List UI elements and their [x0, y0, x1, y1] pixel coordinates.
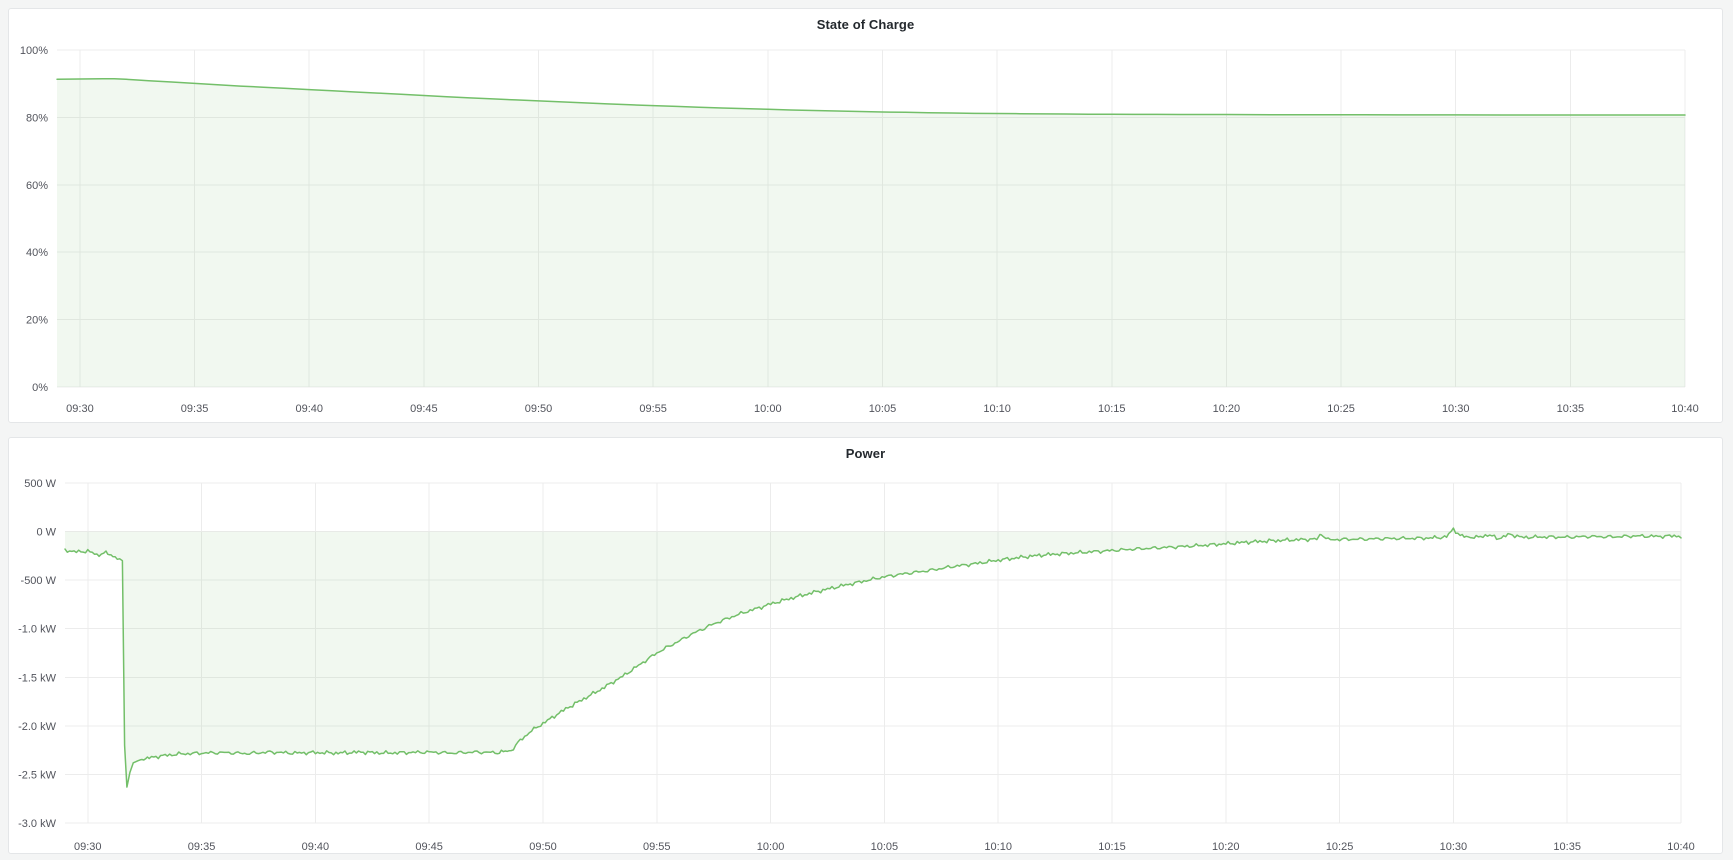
panel-state-of-charge: State of Charge 0% 20% 40% 60% 80% 100% 09:30 0…: [8, 8, 1723, 423]
svg-text:10:15: 10:15: [1098, 841, 1126, 853]
svg-text:80%: 80%: [26, 112, 48, 124]
svg-text:10:10: 10:10: [983, 403, 1011, 415]
svg-text:09:50: 09:50: [529, 841, 557, 853]
svg-text:100%: 100%: [20, 45, 48, 57]
svg-text:10:20: 10:20: [1212, 841, 1240, 853]
svg-text:-1.0 kW: -1.0 kW: [18, 624, 57, 636]
svg-text:60%: 60%: [26, 180, 48, 192]
svg-text:10:40: 10:40: [1667, 841, 1695, 853]
svg-text:500 W: 500 W: [24, 478, 56, 490]
x-axis: 09:30 09:35 09:40 09:45 09:50 09:55 10:00 10:05…: [74, 841, 1695, 853]
svg-text:09:40: 09:40: [295, 403, 323, 415]
series-line: [64, 527, 1682, 788]
svg-text:09:40: 09:40: [302, 841, 330, 853]
svg-text:10:25: 10:25: [1326, 841, 1354, 853]
panel-title-state-of-charge[interactable]: State of Charge: [816, 16, 915, 32]
svg-text:-2.5 kW: -2.5 kW: [18, 769, 57, 781]
svg-text:09:35: 09:35: [188, 841, 216, 853]
grid: [57, 49, 1686, 388]
y-axis: 0% 20% 40% 60% 80% 100%: [20, 45, 48, 394]
svg-text:09:35: 09:35: [181, 403, 209, 415]
svg-text:10:35: 10:35: [1557, 403, 1585, 415]
state-of-charge-chart[interactable]: 0%20%40%60%80%100%09:30 09:35 09:40 09:45 09…: [9, 9, 1722, 422]
svg-text:-2.0 kW: -2.0 kW: [18, 721, 57, 733]
svg-text:09:30: 09:30: [66, 403, 94, 415]
svg-text:09:55: 09:55: [643, 841, 671, 853]
svg-text:0%: 0%: [32, 382, 48, 394]
svg-text:-3.0 kW: -3.0 kW: [18, 818, 57, 830]
svg-text:10:05: 10:05: [869, 403, 897, 415]
svg-text:09:55: 09:55: [639, 403, 667, 415]
svg-text:10:00: 10:00: [757, 841, 785, 853]
svg-text:09:50: 09:50: [525, 403, 553, 415]
svg-text:09:45: 09:45: [410, 403, 438, 415]
svg-text:0 W: 0 W: [36, 527, 56, 539]
svg-text:10:10: 10:10: [984, 841, 1012, 853]
y-axis: 500 W 0 W -500 W -1.0 kW -1.5 kW -2.0 kW -2.5 …: [18, 478, 57, 830]
svg-text:09:45: 09:45: [415, 841, 443, 853]
svg-text:-500 W: -500 W: [21, 575, 57, 587]
series-area-fill: [57, 78, 1685, 388]
svg-text:10:00: 10:00: [754, 403, 782, 415]
svg-text:10:35: 10:35: [1553, 841, 1581, 853]
svg-text:10:30: 10:30: [1442, 403, 1470, 415]
panel-title-power[interactable]: Power: [845, 445, 886, 461]
svg-text:40%: 40%: [26, 247, 48, 259]
svg-text:10:25: 10:25: [1327, 403, 1355, 415]
svg-text:10:40: 10:40: [1671, 403, 1699, 415]
svg-text:09:30: 09:30: [74, 841, 102, 853]
svg-text:10:20: 10:20: [1213, 403, 1241, 415]
series-area-fill: [65, 528, 1681, 788]
power-chart[interactable]: 500 W 0 W -500 W -1.0 kW -1.5 kW -2.0 kW -2.5 …: [9, 438, 1722, 853]
svg-text:10:30: 10:30: [1440, 841, 1468, 853]
series-line: [56, 78, 1686, 116]
x-axis: 09:30 09:35 09:40 09:45 09:50 09:55 10:00 10:05…: [66, 403, 1699, 415]
svg-text:10:15: 10:15: [1098, 403, 1126, 415]
svg-text:-1.5 kW: -1.5 kW: [18, 672, 57, 684]
svg-text:10:05: 10:05: [871, 841, 899, 853]
panel-power: Power 500 W 0 W -500 W -1.0 kW -1.5 kW -2.0 k…: [8, 437, 1723, 854]
svg-text:20%: 20%: [26, 315, 48, 327]
